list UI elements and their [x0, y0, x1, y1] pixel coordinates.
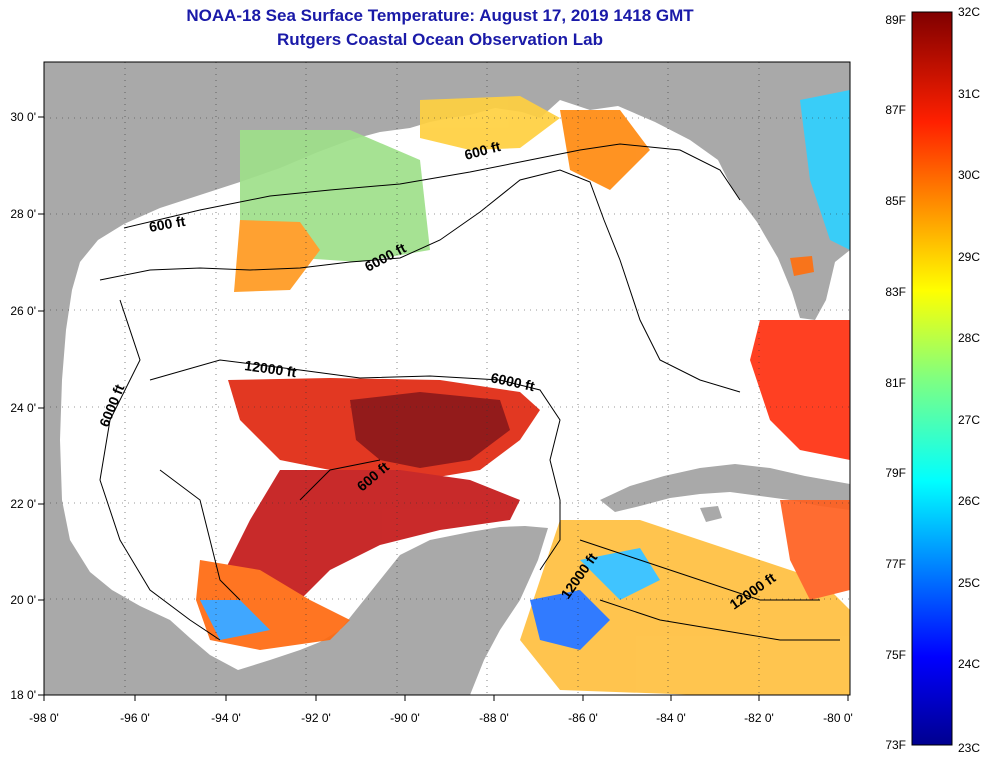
lon-tick-label: -80 0'	[823, 711, 853, 725]
colorbar-c-label: 30C	[958, 168, 980, 182]
lon-tick-label: -98 0'	[29, 711, 59, 725]
colorbar-f-label: 87F	[885, 103, 906, 117]
colorbar-c-labels: 32C 31C 30C 29C 28C 27C 26C 25C 24C 23C	[958, 5, 980, 755]
colorbar-c-label: 27C	[958, 413, 980, 427]
lat-tick-label: 22 0'	[10, 497, 36, 511]
colorbar-c-label: 28C	[958, 331, 980, 345]
colorbar-f-label: 83F	[885, 285, 906, 299]
colorbar-f-label: 73F	[885, 738, 906, 752]
sst-data-overlay	[196, 90, 850, 695]
chart-subtitle: Rutgers Coastal Ocean Observation Lab	[277, 30, 603, 49]
lon-tick-label: -82 0'	[744, 711, 774, 725]
lat-tick-label: 30 0'	[10, 110, 36, 124]
land-north-america	[44, 62, 850, 695]
lat-tick-label: 18 0'	[10, 688, 36, 702]
colorbar-f-label: 81F	[885, 376, 906, 390]
bathymetry-contours	[99, 143, 840, 641]
colorbar-f-label: 75F	[885, 648, 906, 662]
lat-axis-labels: 30 0' 28 0' 26 0' 24 0' 22 0' 20 0' 18 0…	[10, 110, 36, 702]
lat-tick-label: 28 0'	[10, 207, 36, 221]
contour-label-12000ft-center: 12000 ft	[244, 357, 298, 380]
frame-ticks	[38, 116, 849, 701]
lon-axis-labels: -98 0' -96 0' -94 0' -92 0' -90 0' -88 0…	[29, 711, 853, 725]
lon-tick-label: -90 0'	[390, 711, 420, 725]
colorbar-c-label: 32C	[958, 5, 980, 19]
chart-title: NOAA-18 Sea Surface Temperature: August …	[186, 6, 694, 25]
lon-tick-label: -88 0'	[479, 711, 509, 725]
map-frame	[43, 61, 851, 696]
colorbar-c-label: 29C	[958, 250, 980, 264]
colorbar-c-label: 23C	[958, 741, 980, 755]
lat-tick-label: 20 0'	[10, 593, 36, 607]
land-isle-of-youth	[700, 506, 722, 522]
colorbar	[911, 11, 953, 746]
contour-label-600ft-nw: 600 ft	[148, 213, 187, 235]
colorbar-c-label: 26C	[958, 494, 980, 508]
colorbar-f-label: 77F	[885, 557, 906, 571]
colorbar-f-label: 79F	[885, 466, 906, 480]
graticule	[44, 62, 850, 695]
lon-tick-label: -86 0'	[568, 711, 598, 725]
colorbar-f-label: 85F	[885, 194, 906, 208]
colorbar-f-labels: 89F 87F 85F 83F 81F 79F 77F 75F 73F	[885, 13, 906, 752]
lat-tick-label: 26 0'	[10, 304, 36, 318]
colorbar-c-label: 31C	[958, 87, 980, 101]
land-cuba	[600, 464, 850, 512]
lon-tick-label: -94 0'	[211, 711, 241, 725]
colorbar-c-label: 24C	[958, 657, 980, 671]
lon-tick-label: -92 0'	[301, 711, 331, 725]
colorbar-c-label: 25C	[958, 576, 980, 590]
lat-tick-label: 24 0'	[10, 401, 36, 415]
colorbar-f-label: 89F	[885, 13, 906, 27]
lon-tick-label: -96 0'	[120, 711, 150, 725]
lon-tick-label: -84 0'	[656, 711, 686, 725]
